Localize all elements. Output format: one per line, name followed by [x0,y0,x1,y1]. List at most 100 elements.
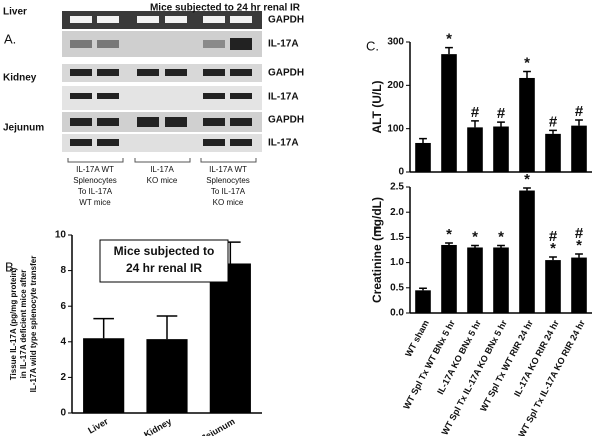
significance-marker: * [524,171,530,188]
y-tick-label: 100 [387,123,404,134]
error-bar [575,119,583,126]
gel-title: Mice subjected to 24 hr renal IR [150,3,301,14]
gel-image [62,11,262,163]
band-label: GAPDH [268,68,304,79]
x-tick-label: Kidney [142,416,173,436]
y-axis-label: Creatinine (mg/dL) [370,197,384,303]
bar [467,127,483,172]
error-bar [549,256,557,261]
significance-marker: # [575,225,584,242]
y-axis-label: IL-17A wild type splenocyte transfer [29,256,38,393]
band-label: IL-17A [268,39,299,50]
y-axis-label: in IL-17A deficient mice after [19,270,28,379]
significance-marker: * [446,31,452,48]
error-bar [549,129,557,134]
group-label: WT mice [79,198,111,207]
bar [146,339,188,413]
y-tick-label: 4 [60,336,66,347]
significance-marker: # [575,103,584,120]
x-tick-label: Liver [86,416,110,436]
y-tick-label: 300 [387,37,404,48]
significance-marker: # [549,113,558,130]
error-bar [471,244,479,248]
bar [441,54,457,173]
bar [209,263,251,413]
bar [571,257,587,313]
group-label: KO mice [147,176,178,185]
x-tick-label: WT sham [403,318,431,358]
bar [441,244,457,313]
error-bar [419,137,427,143]
group-label: IL-17A [150,165,174,174]
y-tick-label: 1.0 [390,257,404,268]
annotation: Mice subjected to [114,244,215,258]
tissue-label: Liver [3,7,27,18]
group-label: Splenocytes [206,176,250,185]
error-bar [445,46,453,55]
error-bar [471,120,479,128]
bar [467,247,483,313]
panel-label: A. [4,31,16,46]
bar [545,260,561,313]
bar [493,247,509,313]
y-axis-label: ALT (U/L) [370,80,384,133]
panel-label: C. [366,38,379,53]
error-bar [497,121,505,127]
significance-marker: * [472,228,478,245]
bar [545,133,561,172]
group-label: To IL-17A [78,187,113,196]
band-label: IL-17A [268,92,299,103]
bar [519,190,535,313]
band-label: GAPDH [268,115,304,126]
error-bar [497,244,505,248]
x-tick-label: Jejunum [199,416,236,436]
y-tick-label: 200 [387,80,404,91]
error-bar [445,242,453,245]
error-bar [93,317,114,339]
group-label: Splenocytes [73,176,117,185]
annotation: 24 hr renal IR [126,261,202,275]
bar [415,142,431,172]
group-label: To IL-17A [211,187,246,196]
y-tick-label: 2.0 [390,207,404,218]
significance-marker: * [446,226,452,243]
y-tick-label: 2.5 [390,182,404,193]
group-label: IL-17A WT [76,165,114,174]
bar [415,290,431,313]
error-bar [419,287,427,291]
significance-marker: * [576,237,582,254]
y-tick-label: 0.5 [390,282,404,293]
tissue-label: Kidney [3,73,37,84]
significance-marker: # [497,105,506,122]
group-label: KO mice [213,198,244,207]
significance-marker: # [471,104,480,121]
error-bar [523,70,531,78]
y-tick-label: 10 [55,230,67,241]
y-tick-label: 2 [60,372,66,383]
band-label: IL-17A [268,138,299,149]
band-label: GAPDH [268,15,304,26]
y-tick-label: 6 [60,301,66,312]
y-tick-label: 0 [60,408,66,419]
bar [519,77,535,172]
significance-marker: * [498,228,504,245]
panel-label: F [373,223,381,238]
error-bar [523,187,531,191]
y-tick-label: 0.0 [390,308,404,319]
significance-marker: # [549,228,558,245]
y-tick-label: 1.5 [390,232,404,243]
y-tick-label: 8 [60,265,66,276]
bar [571,125,587,172]
group-label: IL-17A WT [209,165,247,174]
significance-marker: * [550,240,556,257]
error-bar [156,315,178,340]
tissue-label: Jejunum [3,123,44,134]
y-tick-label: 0 [398,167,404,178]
panel-label: B. [5,259,17,274]
y-axis-label: Tissue IL-17A (pg/mg protein) [9,267,18,380]
bar [493,126,509,172]
annotation-box [99,239,229,283]
error-bar [575,253,583,258]
significance-marker: * [524,54,530,71]
